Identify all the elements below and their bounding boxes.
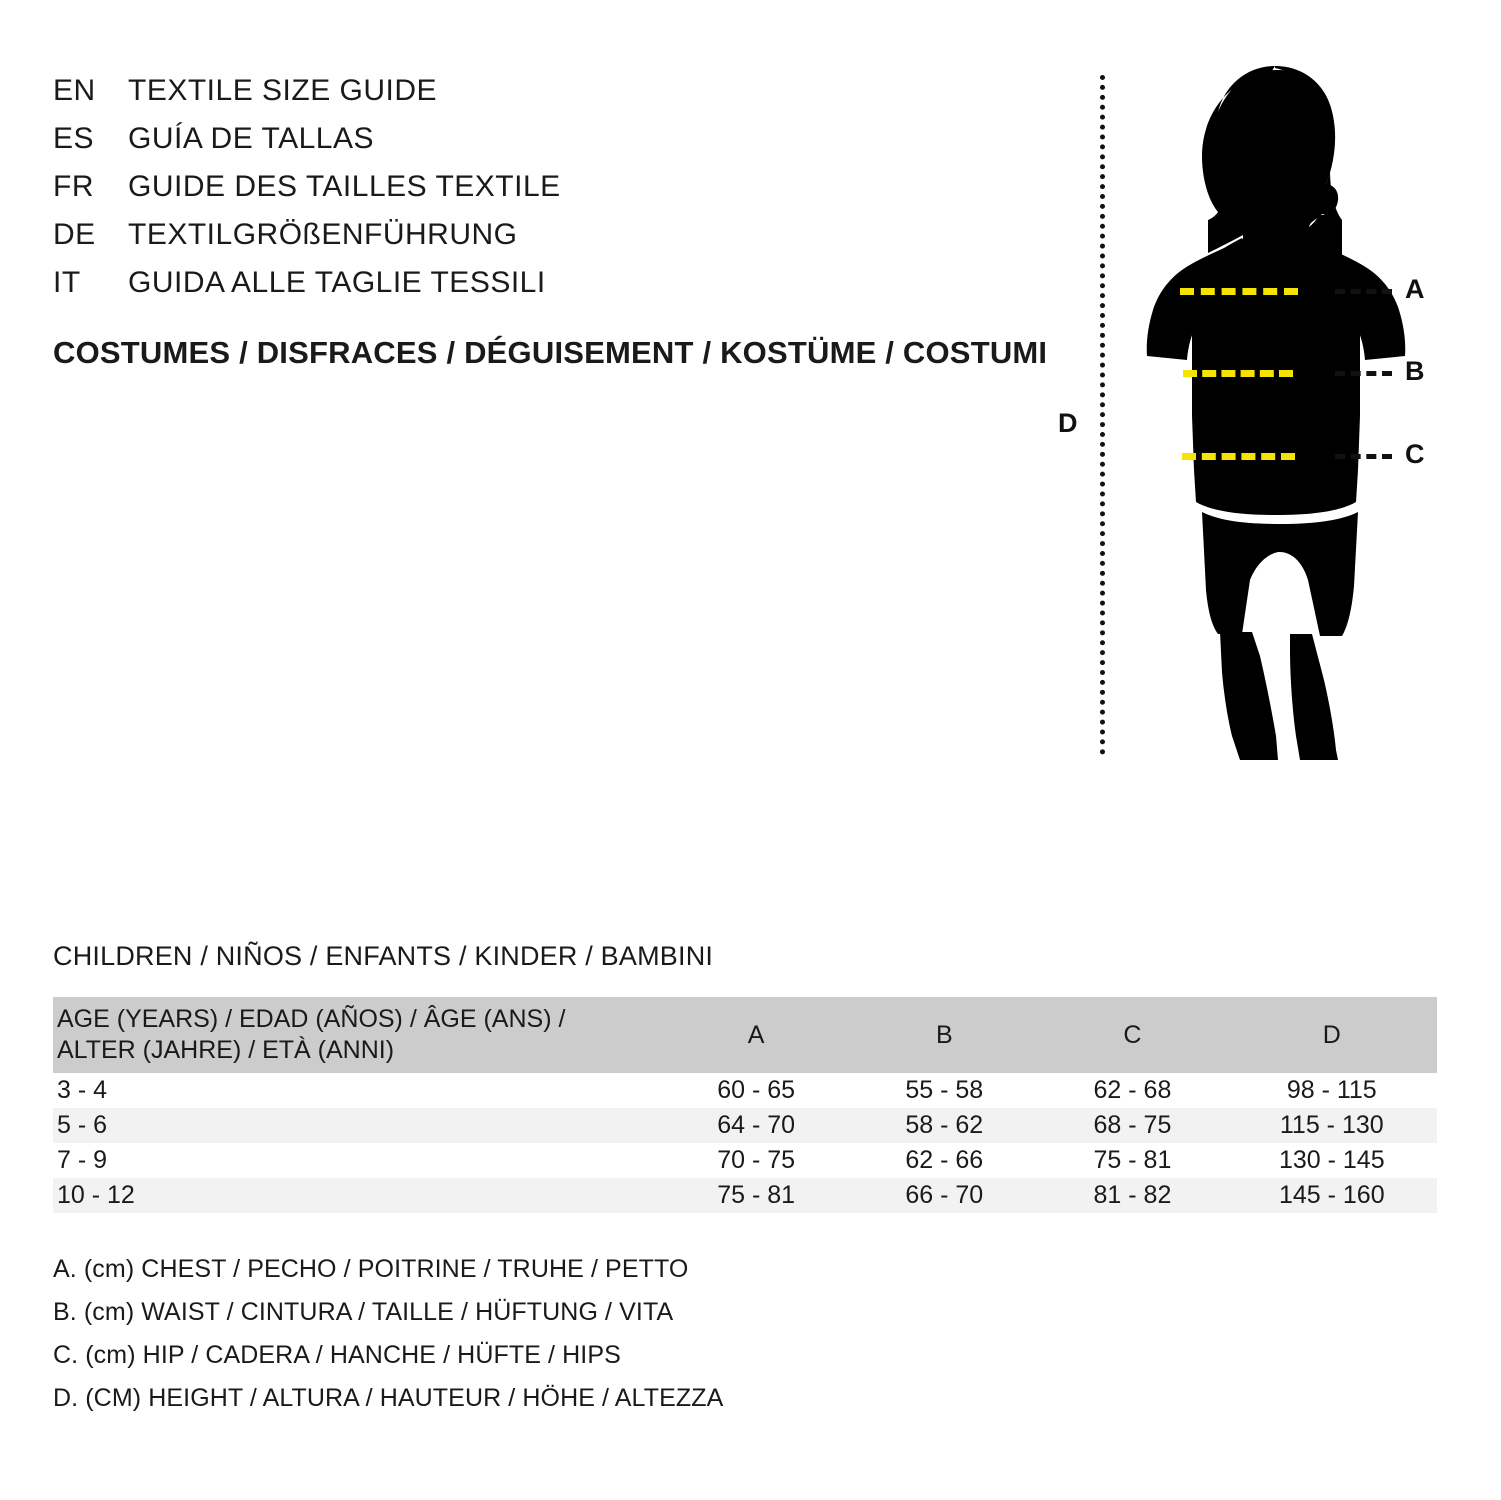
legend-item-c: C. (cm) HIP / CADERA / HANCHE / HÜFTE / …: [53, 1341, 621, 1369]
category-title: COSTUMES / DISFRACES / DÉGUISEMENT / KOS…: [53, 335, 1048, 370]
language-row-de: DE TEXTILGRÖßENFÜHRUNG: [53, 218, 993, 266]
cell-chest: 64 - 70: [717, 1111, 796, 1139]
cell-hip: 62 - 68: [1093, 1076, 1172, 1104]
table-header-row: AGE (YEARS) / EDAD (AÑOS) / ÂGE (ANS) / A…: [53, 997, 1437, 1073]
legend-item-b: B. (cm) WAIST / CINTURA / TAILLE / HÜFTU…: [53, 1298, 674, 1326]
language-text-fr: GUIDE DES TAILLES TEXTILE: [128, 170, 561, 203]
column-header-b: B: [935, 1020, 953, 1049]
legend-item-d: D. (CM) HEIGHT / ALTURA / HAUTEUR / HÖHE…: [53, 1384, 724, 1412]
language-code-en: EN: [53, 74, 96, 107]
cell-height: 98 - 115: [1286, 1076, 1377, 1104]
cell-age: 3 - 4: [57, 1076, 108, 1104]
cell-hip: 81 - 82: [1093, 1181, 1172, 1209]
language-text-es: GUÍA DE TALLAS: [128, 122, 374, 155]
language-row-it: IT GUIDA ALLE TAGLIE TESSILI: [53, 266, 993, 314]
table-group-title: CHILDREN / NIÑOS / ENFANTS / KINDER / BA…: [53, 941, 714, 971]
age-header-line-2: ALTER (JAHRE) / ETÀ (ANNI): [57, 1036, 395, 1064]
cell-waist: 58 - 62: [905, 1111, 984, 1139]
language-row-en: EN TEXTILE SIZE GUIDE: [53, 74, 993, 122]
table-body: 3 - 4 60 - 65 55 - 58 62 - 68 98 - 115 5…: [53, 1073, 1437, 1213]
column-header-d: D: [1322, 1020, 1341, 1049]
waist-leader-line: [1335, 371, 1392, 376]
measure-label-c: C: [1405, 439, 1425, 469]
measure-label-a: A: [1405, 274, 1425, 304]
cell-waist: 55 - 58: [905, 1076, 984, 1104]
column-header-age: AGE (YEARS) / EDAD (AÑOS) / ÂGE (ANS) / A…: [53, 997, 662, 1073]
column-header-a: A: [747, 1020, 765, 1049]
figure-diagram: D A B C: [1040, 60, 1470, 760]
child-silhouette-icon: [1146, 66, 1406, 760]
cell-chest: 60 - 65: [717, 1076, 796, 1104]
table-row: 5 - 6 64 - 70 58 - 62 68 - 75 115 - 130: [53, 1108, 1437, 1143]
cell-hip: 75 - 81: [1093, 1146, 1172, 1174]
cell-waist: 62 - 66: [905, 1146, 984, 1174]
measure-label-d: D: [1058, 408, 1078, 438]
chest-measure-line: [1180, 288, 1298, 295]
chest-leader-line: [1335, 289, 1392, 294]
table-row: 3 - 4 60 - 65 55 - 58 62 - 68 98 - 115: [53, 1073, 1437, 1108]
language-row-fr: FR GUIDE DES TAILLES TEXTILE: [53, 170, 993, 218]
language-code-it: IT: [53, 266, 81, 299]
cell-waist: 66 - 70: [905, 1181, 984, 1209]
cell-age: 10 - 12: [57, 1181, 135, 1209]
cell-height: 145 - 160: [1278, 1181, 1385, 1209]
table-row: 10 - 12 75 - 81 66 - 70 81 - 82 145 - 16…: [53, 1178, 1437, 1213]
cell-chest: 75 - 81: [717, 1181, 796, 1209]
language-list: EN TEXTILE SIZE GUIDE ES GUÍA DE TALLAS …: [53, 74, 993, 314]
cell-height: 115 - 130: [1279, 1111, 1384, 1139]
cell-hip: 68 - 75: [1093, 1111, 1172, 1139]
cell-age: 7 - 9: [57, 1146, 108, 1174]
hip-measure-line: [1182, 453, 1295, 460]
size-table: AGE (YEARS) / EDAD (AÑOS) / ÂGE (ANS) / A…: [53, 997, 1437, 1213]
hip-leader-line: [1335, 454, 1392, 459]
language-text-de: TEXTILGRÖßENFÜHRUNG: [128, 218, 518, 251]
cell-chest: 70 - 75: [717, 1146, 796, 1174]
table-header: AGE (YEARS) / EDAD (AÑOS) / ÂGE (ANS) / A…: [53, 997, 1437, 1073]
table-row: 7 - 9 70 - 75 62 - 66 75 - 81 130 - 145: [53, 1143, 1437, 1178]
language-row-es: ES GUÍA DE TALLAS: [53, 122, 993, 170]
age-header-line-1: AGE (YEARS) / EDAD (AÑOS) / ÂGE (ANS) /: [57, 1004, 566, 1033]
cell-height: 130 - 145: [1278, 1146, 1385, 1174]
language-code-es: ES: [53, 122, 95, 155]
measure-label-b: B: [1405, 356, 1425, 386]
language-text-it: GUIDA ALLE TAGLIE TESSILI: [128, 266, 546, 299]
measurement-legend: A. (cm) CHEST / PECHO / POITRINE / TRUHE…: [53, 1248, 953, 1420]
height-axis-dotted-line: [1100, 75, 1105, 755]
waist-measure-line: [1183, 370, 1293, 377]
language-text-en: TEXTILE SIZE GUIDE: [128, 74, 438, 107]
legend-item-a: A. (cm) CHEST / PECHO / POITRINE / TRUHE…: [53, 1255, 689, 1283]
language-code-fr: FR: [53, 170, 94, 203]
cell-age: 5 - 6: [57, 1111, 108, 1139]
column-header-c: C: [1123, 1020, 1142, 1049]
language-code-de: DE: [53, 218, 96, 251]
